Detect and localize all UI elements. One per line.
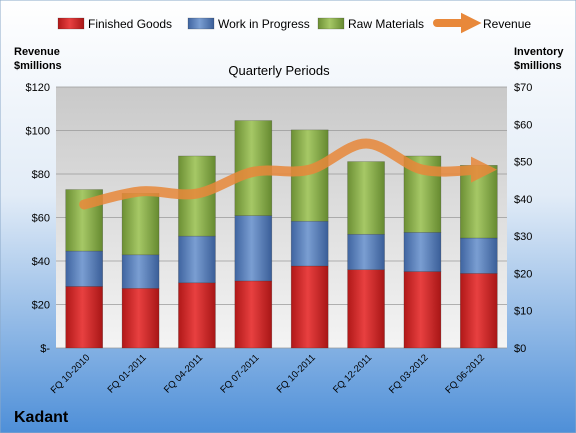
- legend: Finished Goods Work in Progress Raw Materi…: [57, 12, 531, 34]
- legend-swatch: [57, 17, 85, 30]
- bar-finished-goods-1: [121, 288, 160, 349]
- bar-work-in-progress-2: [178, 235, 216, 284]
- legend-item-0: Finished Goods: [57, 17, 172, 31]
- legend-swatch: [317, 17, 345, 30]
- left-tick-label: $20: [32, 300, 50, 312]
- bar-raw-materials-7: [460, 165, 498, 239]
- left-tick-label: $120: [26, 82, 50, 94]
- left-tick-label: $60: [32, 213, 50, 225]
- left-tick-label: $100: [26, 126, 50, 138]
- bar-work-in-progress-3: [234, 215, 273, 282]
- left-axis-label-line1: Revenue: [14, 46, 60, 58]
- left-axis-label-line2: $millions: [14, 60, 62, 72]
- legend-label: Revenue: [483, 17, 531, 31]
- left-tick-label: $40: [32, 256, 50, 268]
- bar-work-in-progress-7: [460, 237, 498, 274]
- bar-finished-goods-5: [347, 269, 385, 349]
- legend-swatch: [187, 17, 215, 30]
- bar-raw-materials-5: [347, 161, 385, 235]
- revenue-line: [79, 138, 498, 210]
- bar-finished-goods-4: [290, 265, 329, 349]
- right-tick-label: $40: [514, 194, 532, 206]
- legend-label: Raw Materials: [348, 17, 424, 31]
- bar-finished-goods-7: [460, 273, 498, 349]
- chart-title: Quarterly Periods: [228, 63, 330, 78]
- right-tick-label: $60: [514, 119, 532, 131]
- legend-item-2: Raw Materials: [317, 17, 424, 31]
- bar-finished-goods-0: [65, 286, 103, 349]
- right-tick-label: $70: [514, 82, 532, 94]
- legend-item-1: Work in Progress: [187, 17, 310, 31]
- left-tick-label: $80: [32, 169, 50, 181]
- bar-work-in-progress-0: [65, 250, 103, 287]
- bar-finished-goods-6: [403, 271, 442, 349]
- legend-label: Finished Goods: [88, 17, 172, 31]
- revenue-line-path: [79, 138, 498, 210]
- right-tick-label: $0: [514, 343, 526, 355]
- bar-work-in-progress-6: [403, 232, 442, 272]
- bar-work-in-progress-1: [121, 254, 160, 289]
- company-name: Kadant: [14, 409, 69, 426]
- right-axis-label-line2: $millions: [514, 60, 562, 72]
- bar-finished-goods-3: [234, 280, 273, 349]
- legend-label: Work in Progress: [218, 17, 310, 31]
- left-tick-label: $-: [40, 343, 50, 355]
- right-tick-label: $10: [514, 306, 532, 318]
- bar-finished-goods-2: [178, 282, 216, 349]
- right-tick-label: $30: [514, 231, 532, 243]
- legend-item-3: Revenue: [433, 12, 531, 34]
- bar-work-in-progress-4: [290, 220, 329, 267]
- bar-work-in-progress-5: [347, 233, 385, 270]
- right-axis-label-line1: Inventory: [514, 46, 564, 58]
- right-tick-label: $20: [514, 268, 532, 280]
- bar-raw-materials-1: [121, 192, 160, 256]
- right-tick-label: $50: [514, 157, 532, 169]
